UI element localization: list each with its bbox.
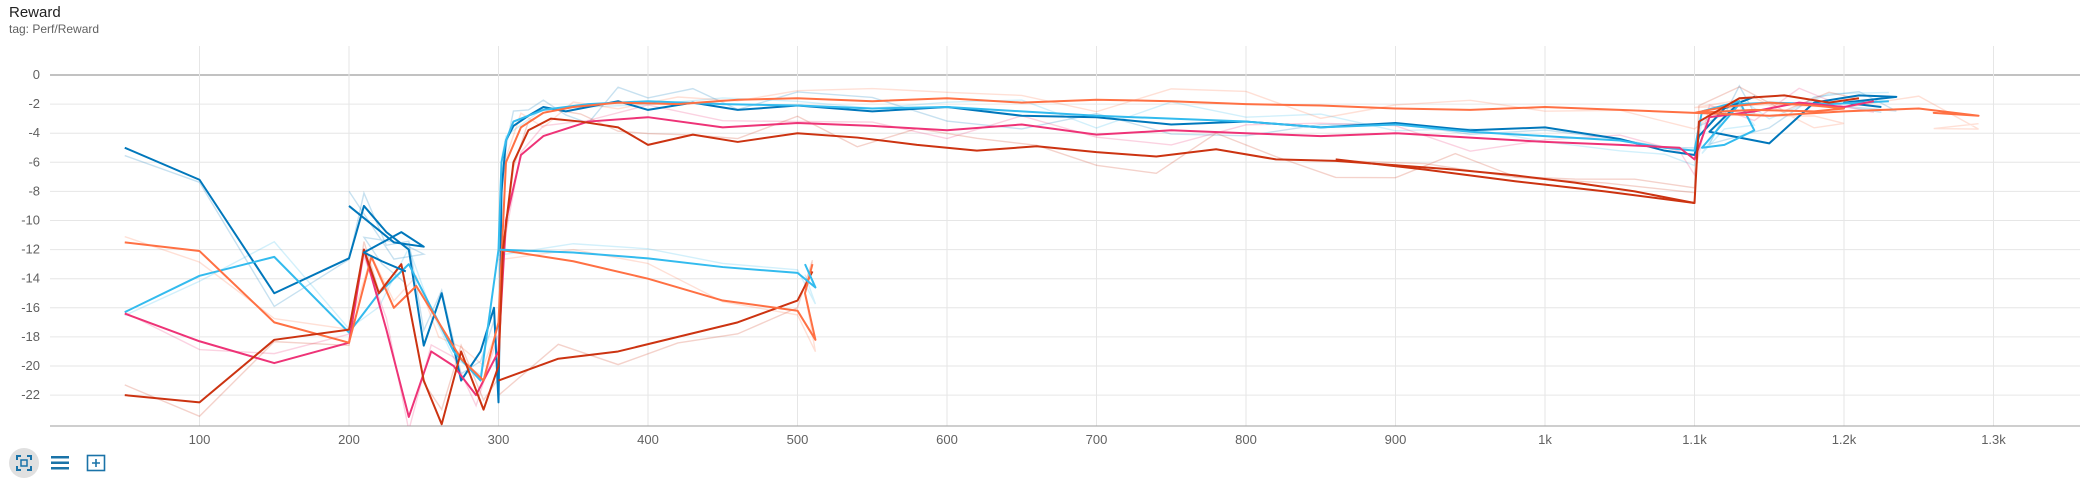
series-line xyxy=(1335,158,1695,205)
x-tick-label: 500 xyxy=(787,432,809,447)
series-line xyxy=(124,100,1875,418)
raw-series-line xyxy=(124,84,1897,389)
series-line xyxy=(498,270,814,382)
series-line xyxy=(498,248,817,341)
chart-toolbar xyxy=(9,448,111,478)
smoothed-series-layer xyxy=(124,94,1980,426)
grid xyxy=(50,46,2080,426)
y-tick-label: 0 xyxy=(33,67,40,82)
y-tick-label: -14 xyxy=(21,271,40,286)
raw-series-line xyxy=(124,87,1875,426)
y-tick-label: -2 xyxy=(28,96,40,111)
series-line xyxy=(498,248,817,289)
y-tick-label: -10 xyxy=(21,213,40,228)
y-tick-label: -16 xyxy=(21,300,40,315)
chart-subtitle: tag: Perf/Reward xyxy=(9,22,100,36)
log-scale-icon xyxy=(51,456,69,470)
y-tick-label: -8 xyxy=(28,183,40,198)
series-line xyxy=(124,97,1980,382)
plot-area xyxy=(50,46,2080,426)
axes: 0 -2 -4 -6 -8 -10 -12 -14 -16 -18 -20 -22 100 200 300 4… xyxy=(21,67,2080,447)
y-tick-label: -12 xyxy=(21,242,40,257)
x-tick-label: 1.1k xyxy=(1682,432,1707,447)
x-tick-label: 700 xyxy=(1086,432,1108,447)
select-region-icon xyxy=(86,454,106,472)
fit-to-data-button[interactable] xyxy=(9,448,39,478)
series-line xyxy=(348,205,425,273)
x-tick-label: 1.2k xyxy=(1832,432,1857,447)
y-tick-label: -4 xyxy=(28,125,40,140)
x-tick-label: 900 xyxy=(1385,432,1407,447)
chart-header: Reward tag: Perf/Reward xyxy=(9,4,99,36)
fit-to-data-icon xyxy=(16,455,32,471)
x-tick-label: 300 xyxy=(488,432,510,447)
raw-series-line xyxy=(498,243,817,305)
x-tick-label: 100 xyxy=(189,432,211,447)
y-tick-label: -22 xyxy=(21,387,40,402)
chart-title: Reward xyxy=(9,4,61,21)
y-tick-label: -6 xyxy=(28,154,40,169)
log-scale-button[interactable] xyxy=(45,448,75,478)
raw-series-line xyxy=(498,260,814,396)
y-tick-label: -20 xyxy=(21,358,40,373)
x-tick-label: 200 xyxy=(338,432,360,447)
x-tick-label: 600 xyxy=(936,432,958,447)
series-line xyxy=(124,94,1860,426)
select-region-button[interactable] xyxy=(81,448,111,478)
x-tick-label: 400 xyxy=(637,432,659,447)
x-tick-label: 1.3k xyxy=(1981,432,2006,447)
x-tick-label: 800 xyxy=(1235,432,1257,447)
y-tick-label: -18 xyxy=(21,329,40,344)
x-tick-label: 1k xyxy=(1538,432,1552,447)
raw-series-line xyxy=(1335,159,1695,194)
